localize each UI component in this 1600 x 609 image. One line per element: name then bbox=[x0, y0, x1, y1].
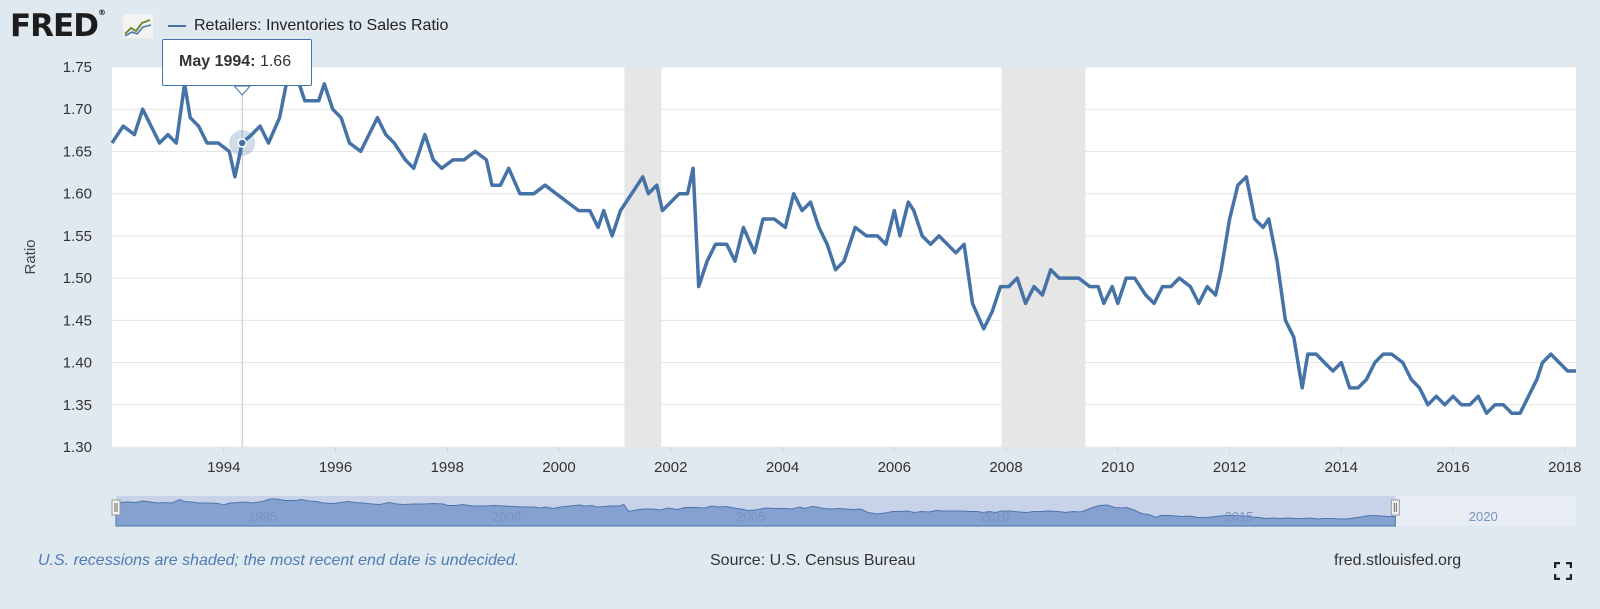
x-tick-label: 2004 bbox=[766, 459, 799, 476]
chart-area: 1.75 1.70 1.65 1.60 1.55 1.50 1.45 1.40 1.35 1.30… bbox=[22, 59, 1582, 527]
line-chart-icon bbox=[123, 14, 153, 38]
navigator-label: 2005 bbox=[736, 509, 765, 524]
tooltip-date: May 1994: bbox=[179, 53, 256, 70]
series-line bbox=[110, 73, 1576, 415]
source-credit: Source: U.S. Census Bureau bbox=[710, 552, 916, 569]
navigator-selection bbox=[116, 496, 1396, 526]
y-tick-label: 1.65 bbox=[63, 143, 92, 160]
x-tick-label: 1994 bbox=[207, 459, 240, 476]
y-tick-label: 1.75 bbox=[63, 59, 92, 76]
x-tick-label: 2000 bbox=[542, 459, 575, 476]
navigator-handle-right[interactable] bbox=[1390, 499, 1400, 516]
hover-point bbox=[237, 138, 247, 148]
recession-band bbox=[1001, 67, 1086, 447]
x-tick-label: 2002 bbox=[654, 459, 687, 476]
navigator-label: 2015 bbox=[1225, 509, 1254, 524]
hover-tooltip: May 1994: 1.66 bbox=[162, 39, 312, 86]
recession-band bbox=[624, 67, 662, 447]
y-tick-label: 1.45 bbox=[63, 312, 92, 329]
y-tick-label: 1.50 bbox=[63, 270, 92, 287]
navigator-label: 2010 bbox=[980, 509, 1009, 524]
recession-note: U.S. recessions are shaded; the most rec… bbox=[38, 552, 520, 569]
x-tick-label: 2014 bbox=[1325, 459, 1358, 476]
x-tick-label: 2018 bbox=[1548, 459, 1581, 476]
y-tick-label: 1.40 bbox=[63, 355, 92, 372]
series-title: Retailers: Inventories to Sales Ratio bbox=[194, 17, 449, 34]
x-tick-label: 2012 bbox=[1213, 459, 1246, 476]
fred-logo[interactable]: FRED® bbox=[10, 8, 106, 44]
registered-mark: ® bbox=[97, 8, 106, 17]
y-tick-label: 1.70 bbox=[63, 101, 92, 118]
y-tick-label: 1.30 bbox=[63, 439, 92, 456]
navigator-label: 2020 bbox=[1469, 509, 1498, 524]
navigator-label: 2000 bbox=[492, 509, 521, 524]
tooltip-value: 1.66 bbox=[259, 53, 292, 70]
x-tick-label: 2010 bbox=[1101, 459, 1134, 476]
x-tick-label: 1996 bbox=[319, 459, 352, 476]
y-tick-label: 1.55 bbox=[63, 228, 92, 245]
y-tick-label: 1.35 bbox=[63, 397, 92, 414]
navigator-area bbox=[115, 498, 1396, 527]
x-tick-label: 2016 bbox=[1436, 459, 1469, 476]
tooltip-pointer bbox=[233, 85, 252, 96]
x-tick-label: 1998 bbox=[431, 459, 464, 476]
navigator-handle-left[interactable] bbox=[111, 499, 121, 516]
x-tick-label: 2006 bbox=[878, 459, 911, 476]
fullscreen-icon[interactable] bbox=[1554, 562, 1572, 580]
navigator-label: 1995 bbox=[248, 509, 277, 524]
logo-text: FRED bbox=[10, 8, 99, 44]
y-axis-label: Ratio bbox=[22, 239, 39, 274]
y-tick-label: 1.60 bbox=[63, 186, 92, 203]
fred-link[interactable]: fred.stlouisfed.org bbox=[1334, 552, 1462, 569]
series-legend: Retailers: Inventories to Sales Ratio bbox=[168, 17, 448, 35]
x-tick-label: 2008 bbox=[989, 459, 1022, 476]
legend-swatch bbox=[168, 25, 186, 27]
